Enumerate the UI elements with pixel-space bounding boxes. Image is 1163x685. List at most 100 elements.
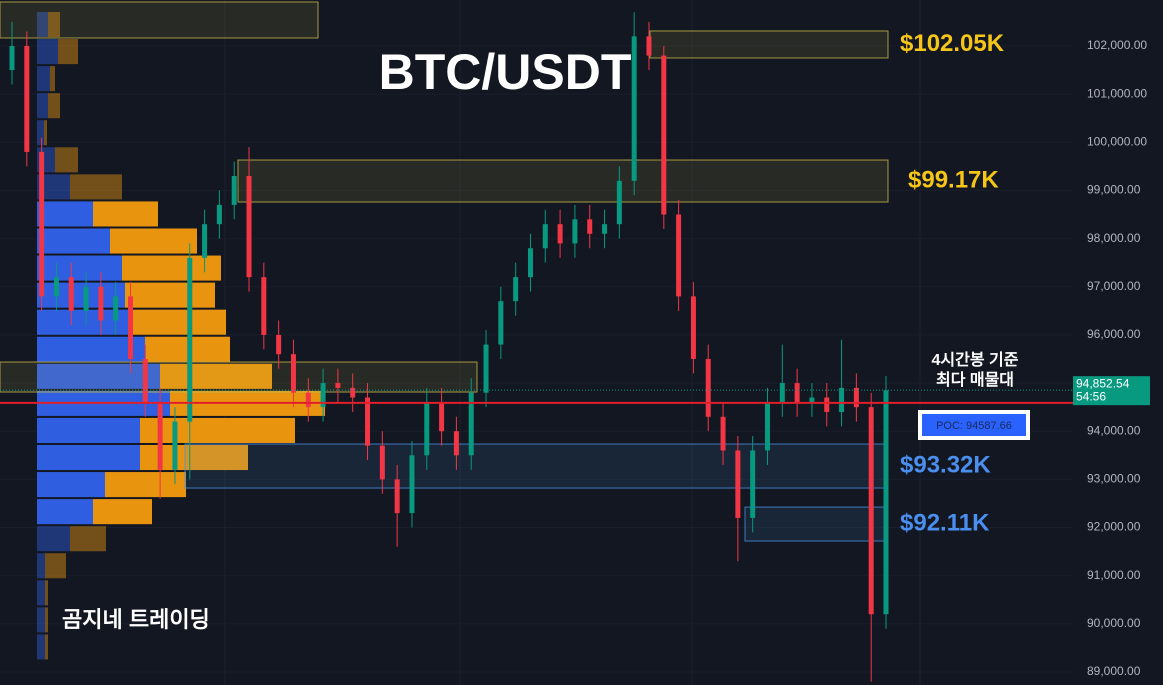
candle-body xyxy=(735,450,741,518)
profile-buy xyxy=(37,553,45,579)
candle-body xyxy=(868,407,874,615)
profile-buy xyxy=(37,228,110,254)
y-tick-label: 102,000.00 xyxy=(1087,38,1147,52)
candle-body xyxy=(676,214,682,297)
candle-body xyxy=(187,257,193,422)
poc-label: POC: 94587.66 xyxy=(936,420,1012,432)
candle-body xyxy=(216,204,222,225)
candle-body xyxy=(720,416,726,451)
zone xyxy=(184,443,889,489)
candle-body xyxy=(439,402,445,432)
zone xyxy=(744,506,889,542)
profile-buy xyxy=(37,634,45,660)
candle-body xyxy=(646,36,652,56)
candle-body xyxy=(409,455,415,514)
profile-sell xyxy=(48,11,60,38)
candle-body xyxy=(379,445,385,480)
candle-body xyxy=(172,421,178,470)
candle-body xyxy=(602,224,608,234)
profile-sell xyxy=(93,499,152,525)
candle-body xyxy=(83,286,89,311)
profile-buy xyxy=(37,607,45,633)
profile-buy xyxy=(37,363,160,389)
y-tick-label: 101,000.00 xyxy=(1087,86,1147,100)
candle-body xyxy=(616,180,622,225)
profile-sell xyxy=(122,255,221,281)
candle-body xyxy=(9,45,15,71)
candle-body xyxy=(424,402,430,456)
profile-buy xyxy=(37,120,44,146)
candle-body xyxy=(705,358,711,417)
candle-body xyxy=(24,45,30,152)
candle-body xyxy=(587,219,593,234)
profile-buy xyxy=(37,282,125,308)
zone xyxy=(0,1,319,39)
candle-body xyxy=(68,277,74,311)
profile-buy xyxy=(37,336,145,362)
profile-sell xyxy=(160,363,272,389)
candle-body xyxy=(631,36,637,181)
y-tick-label: 99,000.00 xyxy=(1087,183,1141,197)
profile-sell xyxy=(140,417,295,443)
candle-body xyxy=(113,296,119,321)
candle-body xyxy=(231,176,237,205)
watermark: 곰지네 트레이딩 xyxy=(62,607,210,632)
candle-body xyxy=(483,344,489,393)
candle-body xyxy=(794,383,800,403)
profile-sell xyxy=(45,553,66,579)
candle-body xyxy=(246,176,252,278)
candle-body xyxy=(157,402,163,470)
zone-label: $102.05K xyxy=(900,30,1005,57)
candle-body xyxy=(305,392,311,408)
candle-body xyxy=(468,392,474,456)
profile-buy xyxy=(37,472,105,498)
candle-body xyxy=(557,224,563,244)
candle-body xyxy=(202,224,208,258)
zone xyxy=(0,361,478,393)
y-tick-label: 93,000.00 xyxy=(1087,472,1141,486)
candle-body xyxy=(498,301,504,345)
profile-buy xyxy=(37,39,58,65)
profile-buy xyxy=(37,580,45,606)
profile-sell xyxy=(48,93,60,119)
profile-sell xyxy=(45,607,48,633)
candle-body xyxy=(839,387,845,412)
profile-sell xyxy=(93,201,158,227)
candle-body xyxy=(142,358,148,403)
poc-note: 4시간봉 기준 xyxy=(932,351,1019,369)
profile-buy xyxy=(37,66,50,92)
candle-body xyxy=(261,277,267,335)
profile-sell xyxy=(70,526,106,552)
candle-body xyxy=(335,383,341,388)
y-tick-label: 97,000.00 xyxy=(1087,279,1141,293)
zone-label: $93.32K xyxy=(900,451,991,478)
candle-body xyxy=(394,479,400,514)
chart-title: BTC/USDT xyxy=(379,44,632,100)
profile-buy xyxy=(37,417,140,443)
candle-body xyxy=(572,219,578,244)
candle-body xyxy=(276,334,282,355)
poc-box xyxy=(922,414,1026,436)
zone xyxy=(237,159,889,203)
candle-body xyxy=(883,390,889,615)
profile-sell xyxy=(130,309,226,335)
countdown: 54:56 xyxy=(1076,389,1106,403)
candle-body xyxy=(453,431,459,456)
profile-buy xyxy=(37,93,48,119)
profile-sell xyxy=(110,228,197,254)
candle-body xyxy=(320,383,326,408)
profile-buy xyxy=(37,11,48,38)
candle-body xyxy=(750,450,756,518)
last-price-box xyxy=(1073,376,1150,406)
profile-sell xyxy=(55,147,78,173)
candle-body xyxy=(53,277,59,297)
poc-note: 최다 매물대 xyxy=(936,370,1014,389)
profile-sell xyxy=(105,472,186,498)
profile-sell xyxy=(58,39,78,65)
candle-body xyxy=(764,402,770,451)
candle-body xyxy=(513,277,519,302)
profile-buy xyxy=(37,255,122,281)
